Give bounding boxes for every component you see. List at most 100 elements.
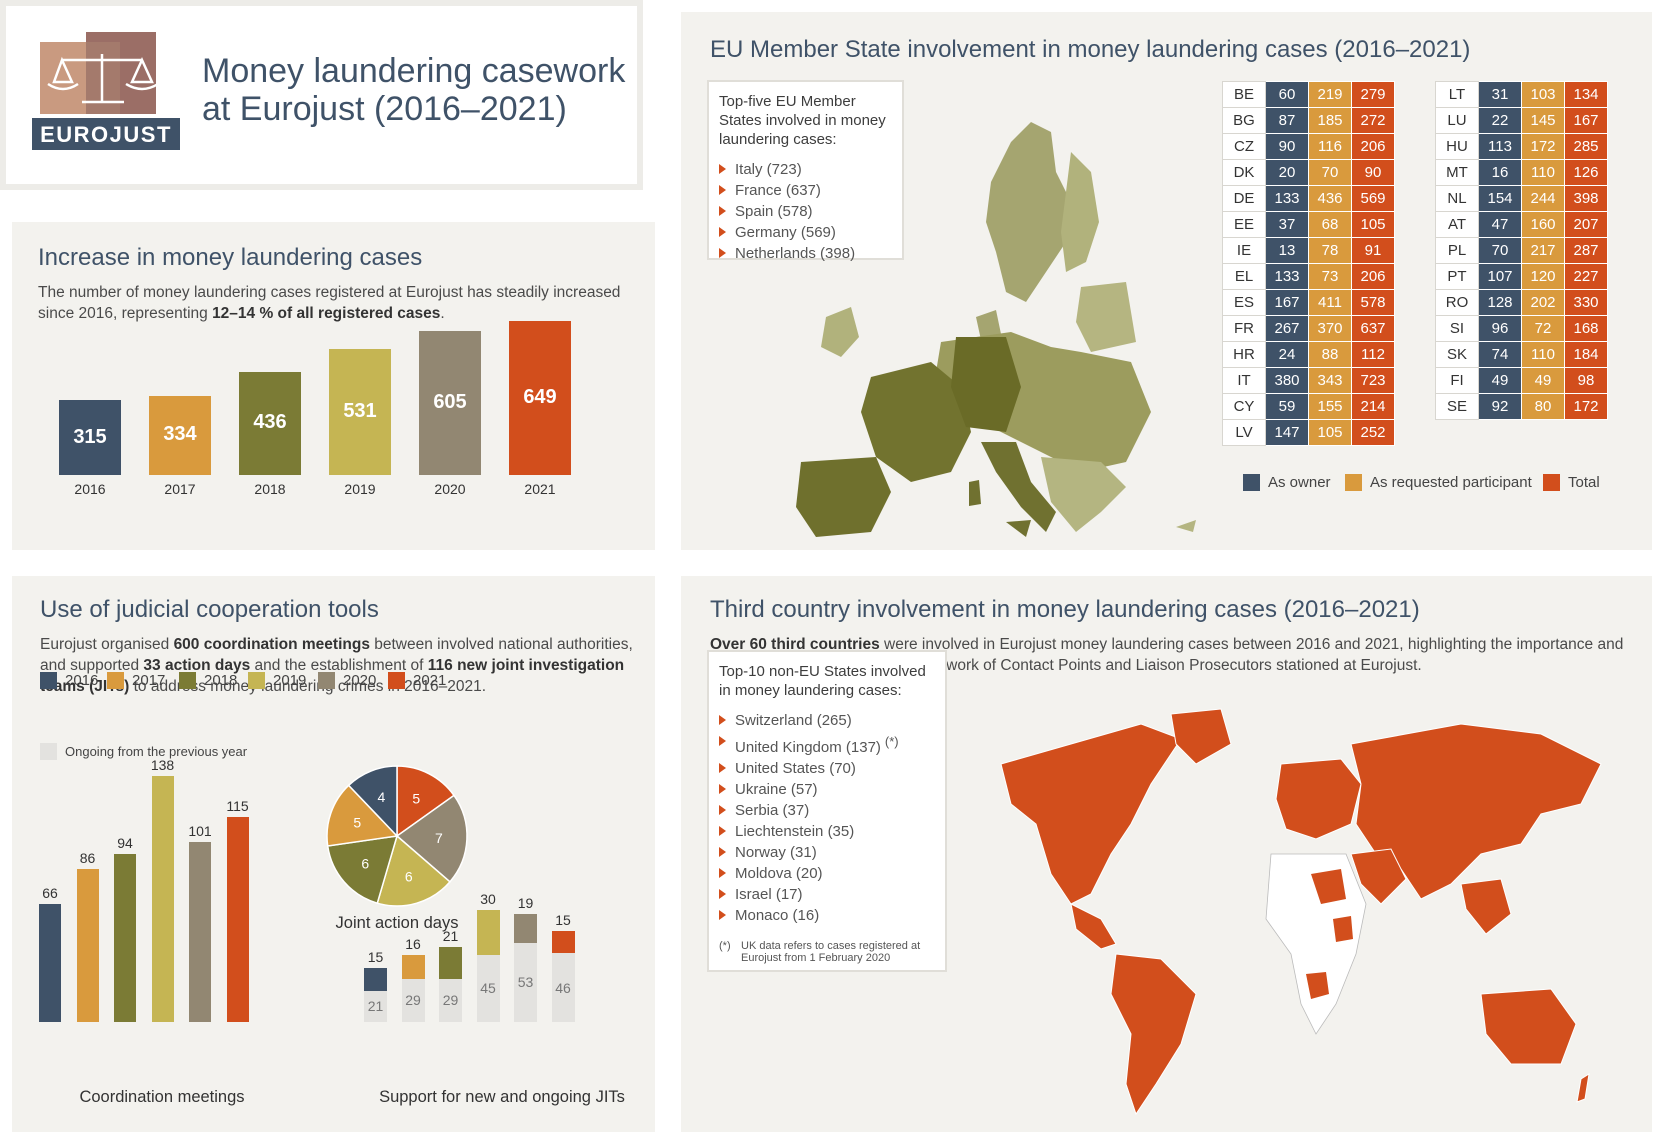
- top-third-item: Serbia (37): [719, 800, 935, 821]
- table-row: RO 128 202 330: [1435, 289, 1608, 316]
- world-map-africa-north: [1311, 869, 1346, 904]
- table-row: ES 167 411 578: [1222, 289, 1395, 316]
- jit-new-bar-2016: [364, 968, 387, 991]
- coord-bar-value: 66: [42, 885, 58, 902]
- world-map-south-america: [1110, 953, 1197, 1116]
- top-ten-third-list: Switzerland (265) United Kingdom (137) (*)…: [719, 710, 935, 926]
- legend-swatch: [107, 672, 124, 689]
- cell-req: 78: [1308, 237, 1352, 264]
- cell-own: 16: [1478, 159, 1522, 186]
- pie-slice-label: 5: [353, 814, 361, 830]
- table-row: IE 13 78 91: [1222, 237, 1395, 264]
- jit-ongoing-value: 29: [405, 992, 421, 1009]
- cell-tot: 330: [1564, 289, 1608, 316]
- increase-bar-value: 605: [433, 391, 467, 414]
- top-third-item: Liechtenstein (35): [719, 821, 935, 842]
- jit-new-value: 16: [405, 935, 421, 952]
- cell-tot: 172: [1564, 393, 1608, 420]
- top-third-item: United Kingdom (137) (*): [719, 731, 935, 758]
- pie-slice-label: 5: [412, 791, 420, 807]
- tools-text-1: Eurojust organised: [40, 636, 174, 653]
- coord-bar-value: 101: [188, 822, 212, 839]
- increase-title: Increase in money laundering cases: [38, 244, 423, 271]
- increase-year-label: 2018: [254, 481, 286, 497]
- eu-table-right: LT 31 103 134 LU 22 145 167 HU 113 172 285 MT 16 110 12…: [1435, 81, 1608, 420]
- legend-year-2018: 2018: [179, 672, 237, 689]
- coord-bar-2019: [151, 776, 174, 1022]
- tools-text-bold-2: 33 action days: [143, 657, 251, 674]
- pie-slice-label: 6: [361, 856, 369, 872]
- increase-bar-value: 334: [163, 423, 197, 446]
- cell-tot: 126: [1564, 159, 1608, 186]
- cell-req: 73: [1308, 263, 1352, 290]
- table-row: MT 16 110 126: [1435, 159, 1608, 186]
- jit-ongoing-bar-2020: [514, 942, 537, 1022]
- eu-map-sicily: [1006, 520, 1031, 537]
- jit-new-value: 30: [480, 890, 496, 907]
- top-eu-item: France (637): [719, 180, 892, 201]
- cell-own: 113: [1478, 133, 1522, 160]
- increase-bar-2016: [59, 400, 121, 475]
- legend-swatch: [388, 672, 405, 689]
- cell-req: 88: [1308, 341, 1352, 368]
- cell-req: 80: [1521, 393, 1565, 420]
- top-ten-third-box: Top-10 non-EU States involved in money l…: [707, 650, 947, 972]
- eu-map-finland: [1061, 152, 1099, 272]
- increase-year-label: 2019: [344, 481, 376, 497]
- cell-tot: 723: [1351, 367, 1395, 394]
- cell-own: 154: [1478, 185, 1522, 212]
- cell-own: 267: [1265, 315, 1309, 342]
- jit-ongoing-value: 46: [555, 979, 571, 996]
- table-row: DK 20 70 90: [1222, 159, 1395, 186]
- legend-year-2017: 2017: [107, 672, 165, 689]
- cell-req: 72: [1521, 315, 1565, 342]
- cell-req: 116: [1308, 133, 1352, 160]
- legend-year-2019: 2019: [248, 672, 306, 689]
- cell-code: BG: [1222, 107, 1266, 134]
- legend-as-requested: As requested participant: [1345, 474, 1532, 491]
- coord-bar-2020: [189, 841, 211, 1022]
- cell-own: 60: [1265, 81, 1309, 108]
- eu-map-germany: [951, 337, 1021, 432]
- top-third-item: Monaco (16): [719, 905, 935, 926]
- coord-bar-value: 138: [150, 757, 175, 773]
- coord-bar-2016: [39, 904, 61, 1022]
- legend-year-2016: 2016: [40, 672, 98, 689]
- jit-ongoing-bar-2016: [364, 990, 387, 1022]
- top-third-item: United States (70): [719, 758, 935, 779]
- world-map-southeast-asia: [1460, 878, 1512, 935]
- cell-code: RO: [1435, 289, 1479, 316]
- world-map-north-america: [1000, 723, 1182, 905]
- eu-map-italy: [981, 442, 1056, 532]
- legend-ongoing-label: Ongoing from the previous year: [65, 744, 248, 759]
- cell-tot: 90: [1351, 159, 1395, 186]
- table-row: SE 92 80 172: [1435, 393, 1608, 420]
- cell-code: IT: [1222, 367, 1266, 394]
- table-row: BG 87 185 272: [1222, 107, 1395, 134]
- cell-own: 31: [1478, 81, 1522, 108]
- table-row: HR 24 88 112: [1222, 341, 1395, 368]
- cell-code: LT: [1435, 81, 1479, 108]
- increase-bar-value: 531: [343, 400, 377, 422]
- world-map-africa-east: [1333, 916, 1353, 942]
- legend-year-label: 2017: [132, 672, 166, 689]
- top-eu-item: Germany (569): [719, 222, 892, 243]
- cell-tot: 285: [1564, 133, 1608, 160]
- cell-tot: 398: [1564, 185, 1608, 212]
- tools-text-bold-3: 116 new joint investigation teams (JITs): [40, 657, 625, 695]
- cell-req: 343: [1308, 367, 1352, 394]
- world-map-greenland: [1170, 708, 1232, 765]
- increase-year-label: 2020: [434, 481, 466, 497]
- top-ten-third-title: Top-10 non-EU States involved in money l…: [719, 663, 926, 699]
- pie-slice-2018: [326, 835, 399, 905]
- cell-req: 244: [1521, 185, 1565, 212]
- coord-bar-2018: [114, 854, 136, 1022]
- cell-code: FI: [1435, 367, 1479, 394]
- cell-code: PL: [1435, 237, 1479, 264]
- increase-text-c: .: [440, 305, 445, 322]
- eu-map-iberia: [796, 457, 891, 537]
- legend-swatch: [248, 672, 265, 689]
- table-row: CZ 90 116 206: [1222, 133, 1395, 160]
- logo-text: EUROJUST: [40, 122, 172, 147]
- member-state-panel: EU Member State involvement in money lau…: [681, 12, 1652, 550]
